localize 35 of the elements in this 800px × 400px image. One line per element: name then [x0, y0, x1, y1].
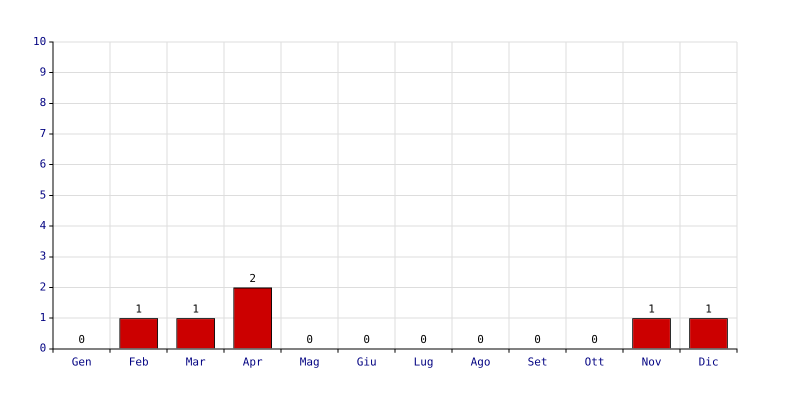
x-tick-label: Mar: [186, 355, 206, 368]
x-tick-label: Ago: [470, 355, 491, 368]
y-tick-label: 8: [40, 96, 46, 110]
y-tick-label: 2: [40, 280, 46, 294]
x-tick-label: Giu: [356, 355, 377, 368]
y-tick-label: 3: [40, 250, 46, 263]
data-label: 1: [192, 302, 200, 316]
x-tick-label: Gen: [72, 355, 92, 368]
data-label: 1: [648, 302, 655, 316]
y-tick-label: 10: [32, 34, 46, 48]
y-tick-label: 5: [40, 188, 46, 202]
x-tick-label: Lug: [414, 355, 434, 368]
data-label: 0: [420, 333, 427, 346]
y-tick-label: 7: [40, 126, 46, 140]
y-tick-label: 9: [40, 66, 46, 79]
x-tick-label: Feb: [128, 355, 149, 368]
data-label: 0: [306, 333, 313, 346]
y-tick-label: 0: [40, 342, 46, 355]
data-label: 2: [249, 272, 256, 285]
x-tick-label: Set: [528, 355, 548, 368]
y-tick-label: 1: [40, 310, 46, 324]
x-tick-label: Nov: [642, 355, 662, 368]
x-tick-label: Apr: [242, 355, 263, 368]
data-label: 1: [705, 302, 712, 316]
data-label: 1: [135, 302, 142, 316]
data-label: 0: [591, 333, 598, 346]
data-label: 0: [477, 333, 484, 346]
x-tick-label: Ott: [584, 355, 604, 368]
x-tick-label: Dic: [698, 355, 718, 368]
data-label: 0: [78, 333, 86, 346]
data-label: 0: [534, 333, 541, 346]
y-tick-label: 4: [40, 218, 47, 232]
x-tick-label: Mag: [300, 355, 320, 368]
data-label: 0: [363, 333, 370, 346]
y-tick-label: 6: [40, 158, 46, 171]
